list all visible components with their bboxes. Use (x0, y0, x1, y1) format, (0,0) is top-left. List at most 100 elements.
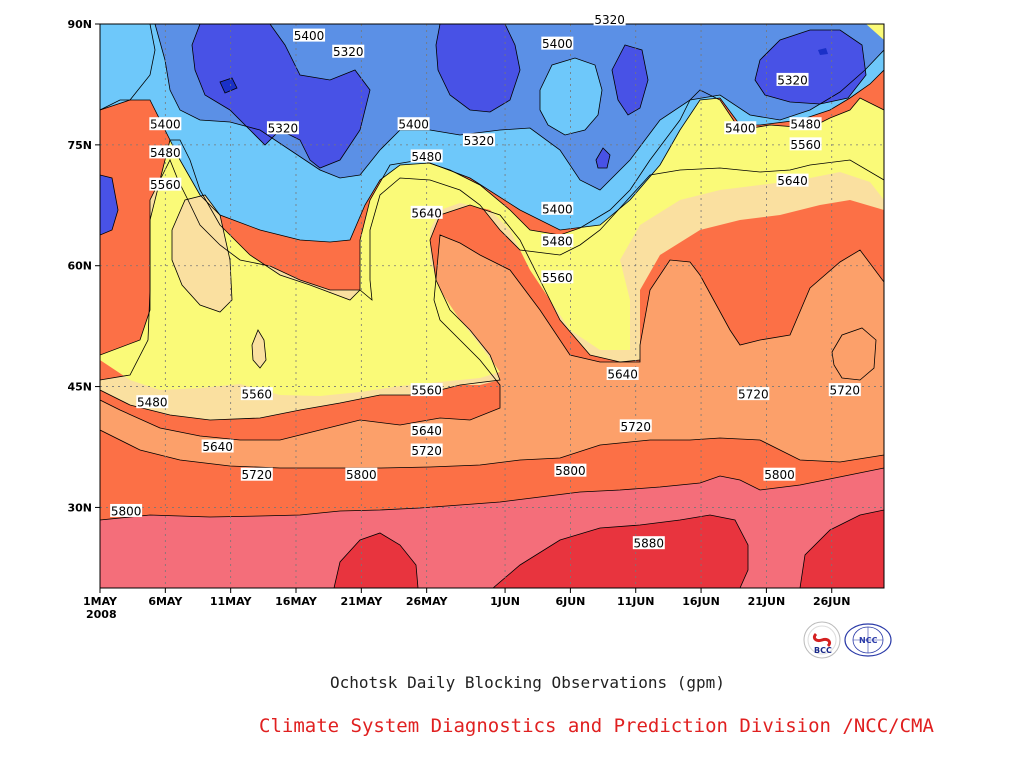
contour-label: 5560 (410, 383, 443, 398)
contour-label-text: 5400 (398, 118, 429, 132)
contour-line (595, 147, 611, 169)
contour-line (611, 44, 649, 116)
level-fill-5320-b (436, 24, 520, 112)
level-fill-5400-5480-light (100, 24, 155, 110)
contour-line (831, 327, 877, 381)
credit-line: Climate System Diagnostics and Predictio… (259, 715, 934, 737)
contour-label: 5400 (293, 28, 326, 43)
contour-label-text: 5640 (411, 424, 442, 438)
ncc-logo-text: NCC (859, 636, 878, 645)
contour-label: 5320 (266, 121, 299, 136)
contour-label-text: 5800 (346, 468, 377, 482)
contour-label: 5640 (776, 173, 809, 188)
contour-label-bg (541, 234, 574, 248)
contour-label-bg (149, 117, 182, 131)
contour-labels: 5400 5320 5400 5320 5400 5320 5400 5320 5480 5480… (110, 12, 861, 551)
contour-label-text: 5720 (620, 420, 651, 434)
contour-label-text: 5560 (150, 178, 181, 192)
contour-label-bg (828, 383, 861, 397)
contour-label: 5480 (136, 395, 169, 410)
level-fill-5880-hi-b (493, 515, 748, 588)
contour-label: 5720 (737, 387, 770, 402)
contour-label: 5320 (462, 133, 495, 148)
contour-line (100, 429, 884, 469)
x-tick-label: 11MAY (210, 595, 253, 608)
x-tick-label: 16MAY (275, 595, 318, 608)
x-tick-label: 6JUN (555, 595, 585, 608)
contour-line (219, 77, 238, 94)
contour-label: 5320 (332, 44, 365, 59)
contour-label: 5880 (632, 536, 665, 551)
contour-label-text: 5720 (242, 468, 273, 482)
contour-label-bg (462, 133, 495, 147)
contour-label-text: 5560 (542, 271, 573, 285)
contour-line (799, 509, 884, 588)
level-fill-5880-hi-a (334, 533, 418, 588)
contour-label: 5480 (410, 149, 443, 164)
level-fill-5240-a (220, 78, 237, 93)
contour-label-bg (541, 201, 574, 215)
contour-label: 5400 (541, 201, 574, 216)
contour-line (191, 24, 371, 169)
contour-label-text: 5320 (464, 134, 495, 148)
x-tick-label: 21JUN (748, 595, 786, 608)
contour-label-text: 5320 (268, 122, 299, 136)
contour-label-bg (541, 270, 574, 284)
contour-label-text: 5720 (830, 384, 861, 398)
contour-label-text: 5720 (411, 444, 442, 458)
contour-label-text: 5720 (738, 388, 769, 402)
contour-label-bg (110, 503, 143, 517)
y-tick-label: 60N (67, 260, 92, 273)
level-fill-5240-b (818, 48, 828, 55)
contour-label: 5400 (724, 121, 757, 136)
contour-label: 5640 (606, 366, 639, 381)
contour-line (100, 159, 884, 381)
contour-label-text: 5640 (777, 174, 808, 188)
level-fill-5480-light-a (540, 58, 602, 135)
contour-label: 5720 (619, 419, 652, 434)
contour-label-bg (724, 121, 757, 135)
contour-line (100, 69, 884, 243)
contour-label: 5320 (776, 72, 809, 87)
contour-label-bg (606, 366, 639, 380)
contour-label: 5480 (541, 234, 574, 249)
contour-label-bg (397, 117, 430, 131)
contour-line (171, 194, 233, 313)
ncc-logo: NCC (844, 623, 892, 657)
contour-label-text: 5400 (542, 37, 573, 51)
contour-label-text: 5320 (777, 73, 808, 87)
x-tick-label: 26MAY (406, 595, 449, 608)
plot-frame (99, 23, 885, 589)
contour-label-text: 5480 (542, 235, 573, 249)
level-fill-5640-5720 (100, 235, 884, 468)
x-tick-label: 11JUN (617, 595, 655, 608)
y-axis: 30N 45N 60N 75N 90N (67, 18, 100, 514)
contour-label-bg (593, 12, 626, 26)
contour-line (154, 24, 884, 191)
contour-label-bg (763, 467, 796, 481)
contour-label-bg (410, 423, 443, 437)
bcc-logo-text: BCC (814, 646, 832, 655)
contour-label-bg (632, 536, 665, 550)
y-tick-label: 75N (67, 139, 92, 152)
contour-label-text: 5640 (202, 440, 233, 454)
contour-label: 5560 (789, 137, 822, 152)
bcc-logo-swirl (812, 632, 832, 648)
x-tick-label: 6MAY (148, 595, 183, 608)
x-axis-year-label: 2008 (86, 608, 117, 621)
plot-area (100, 24, 884, 588)
contour-label: 5400 (541, 36, 574, 51)
contour-line (100, 24, 156, 111)
contour-label-text: 5480 (137, 396, 168, 410)
contour-label-bg (789, 117, 822, 131)
contour-line (100, 467, 884, 521)
bcc-logo: BCC (803, 621, 841, 659)
contour-label: 5480 (149, 145, 182, 160)
contour-line (100, 234, 884, 441)
contour-label-text: 5400 (150, 118, 181, 132)
x-tick-label: 21MAY (340, 595, 383, 608)
contour-label: 5720 (240, 467, 273, 482)
contour-label-bg (149, 177, 182, 191)
contour-line (251, 329, 267, 369)
contour-label-text: 5800 (764, 468, 795, 482)
